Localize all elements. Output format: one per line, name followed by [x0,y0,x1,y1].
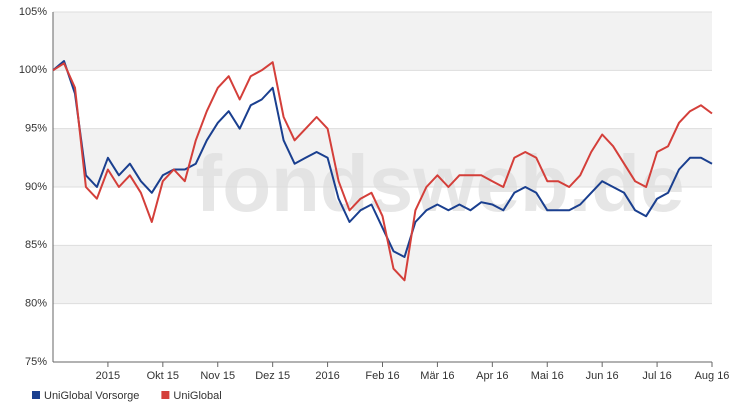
legend-swatch [32,391,40,399]
x-tick-label: Jun 16 [586,370,619,382]
series-line [52,60,713,258]
y-tick-label: 75% [25,356,47,368]
y-tick-label: 80% [25,298,47,310]
x-tick-label: Dez 15 [255,370,290,382]
band [53,12,712,71]
y-tick-label: 105% [19,6,47,18]
x-tick-label: 2015 [96,370,120,382]
x-tick-label: Jul 16 [642,370,671,382]
legend-label: UniGlobal Vorsorge [44,390,139,402]
x-tick-label: 2016 [315,370,339,382]
legend-label: UniGlobal [173,390,221,402]
y-tick-label: 90% [25,181,47,193]
x-tick-label: Apr 16 [476,370,508,382]
legend-swatch [161,391,170,399]
x-tick-label: Nov 15 [200,370,235,382]
x-tick-label: Okt 15 [147,370,179,382]
y-tick-label: 95% [25,123,47,135]
x-tick-label: Mär 16 [420,370,454,382]
series-line [52,61,713,282]
x-tick-label: Aug 16 [695,370,730,382]
band [53,245,712,304]
x-tick-label: Mai 16 [531,370,564,382]
watermark: fondsweb.de [196,139,685,228]
band [53,128,712,187]
x-tick-label: Feb 16 [365,370,399,382]
y-tick-label: 100% [19,64,47,76]
y-tick-label: 85% [25,239,47,251]
